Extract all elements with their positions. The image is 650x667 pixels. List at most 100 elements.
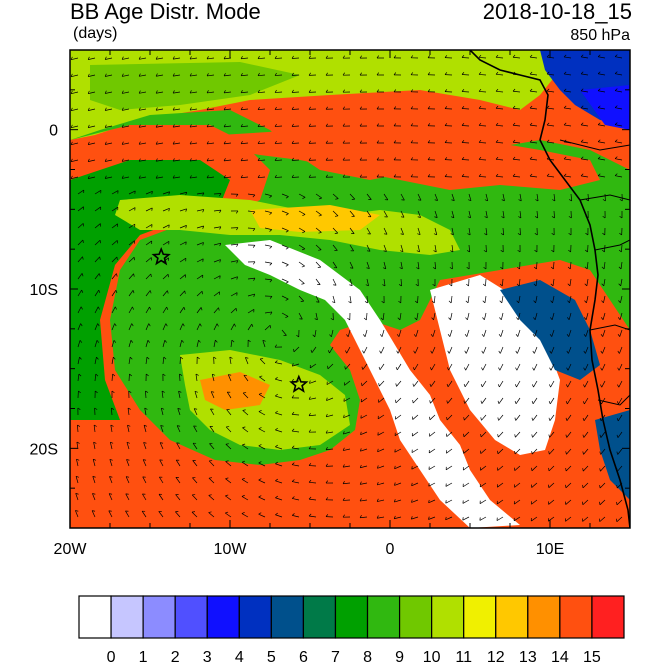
wind-barb-flag [565, 434, 568, 438]
wind-barb [618, 380, 623, 388]
wind-barb [315, 295, 320, 303]
wind-barb-flag [245, 357, 249, 359]
wind-barb-flag [534, 216, 538, 219]
wind-barb [156, 176, 164, 179]
wind-barb-flag [144, 407, 148, 410]
wind-barb [292, 515, 300, 518]
wind-barb-flag [291, 106, 294, 110]
wind-barb-flag [585, 216, 589, 219]
wind-barb-flag [518, 199, 522, 202]
wind-barb-flag [274, 106, 277, 110]
wind-barb-flag [181, 339, 184, 343]
wind-barb [281, 261, 289, 266]
wind-barb-flag [567, 266, 571, 270]
wind-barb-flag [196, 356, 200, 360]
wind-barb-flag [602, 199, 606, 202]
wind-barb [111, 240, 118, 246]
wind-barb [531, 448, 538, 455]
wind-barb [445, 516, 453, 521]
wind-barb-flag [172, 124, 175, 128]
wind-barb [179, 241, 187, 246]
wind-barb [94, 223, 101, 229]
wind-barb [468, 227, 471, 235]
wind-barb-flag [242, 426, 246, 429]
wind-barb [451, 210, 455, 218]
wind-barb-flag [584, 300, 587, 304]
wind-barb [581, 56, 589, 59]
wind-barb [400, 193, 405, 201]
wind-barb-flag [451, 199, 455, 201]
wind-barb-flag [446, 416, 448, 421]
wind-barb-flag [533, 300, 536, 304]
wind-barb [565, 482, 572, 489]
wind-barb [242, 427, 249, 433]
wind-barb-flag [206, 73, 209, 77]
wind-barb-flag [398, 284, 402, 287]
wind-barb-flag [517, 249, 521, 253]
wind-barb-flag [466, 267, 470, 270]
wind-barb-flag [599, 417, 602, 421]
wind-barb-flag [151, 207, 153, 211]
wind-barb-flag [395, 366, 398, 371]
wind-barb [230, 276, 238, 280]
wind-barb-flag [291, 395, 295, 399]
wind-barb [582, 482, 589, 489]
wind-barb-flag [359, 55, 363, 59]
wind-barb-flag [231, 339, 235, 343]
wind-barb-flag [342, 157, 345, 161]
wind-barb [535, 278, 538, 286]
wind-barb [582, 499, 589, 505]
wind-barb [530, 124, 538, 127]
wind-barb [109, 442, 113, 450]
wind-barb-flag [429, 367, 432, 371]
wind-barb-flag [308, 89, 311, 93]
wind-barb-flag [291, 445, 295, 449]
wind-barb-flag [582, 401, 585, 405]
wind-barb-flag [565, 451, 567, 455]
country-borders [559, 139, 630, 406]
wind-barb-flag [478, 54, 482, 58]
wind-barb-flag [325, 413, 328, 417]
wind-barb-flag [133, 273, 135, 277]
wind-barb [213, 275, 221, 280]
wind-barb [378, 397, 385, 403]
wind-barb-flag [87, 124, 90, 128]
wind-barb-flag [291, 89, 294, 93]
wind-barb-flag [614, 156, 618, 159]
wind-barb [92, 476, 96, 484]
wind-barb-flag [225, 477, 229, 480]
wind-barb [71, 74, 79, 78]
wind-barb [480, 431, 487, 438]
wind-barb [122, 142, 130, 145]
wind-barb-flag [382, 284, 386, 287]
wind-barb [145, 290, 151, 297]
wind-barb-flag [359, 174, 363, 178]
wind-barb-flag [308, 446, 312, 450]
wind-barb-flag [597, 54, 601, 58]
wind-barb-flag [495, 122, 499, 126]
wind-barb [224, 159, 232, 162]
wind-barb-flag [380, 317, 384, 321]
wind-barb [173, 142, 181, 145]
wind-barb-flag [225, 443, 229, 445]
wind-barb-flag [70, 90, 73, 94]
wind-barb [479, 499, 487, 504]
wind-barb-flag [189, 175, 192, 179]
wind-barb-flag [461, 123, 465, 126]
wind-barb [264, 244, 272, 247]
wind-barb-flag [601, 283, 605, 287]
wind-barb-flag [444, 89, 448, 92]
wind-barb-flag [514, 434, 516, 438]
wind-barb-flag [150, 273, 152, 277]
wind-barb-flag [529, 88, 533, 92]
wind-barb [464, 380, 470, 388]
wind-barb-flag [360, 448, 362, 452]
wind-barb-flag [448, 300, 452, 304]
wind-barb [349, 210, 355, 217]
wind-barb-flag [252, 211, 256, 215]
wind-barb-flag [325, 140, 328, 144]
wind-barb [398, 329, 402, 337]
wind-barb-flag [121, 90, 124, 94]
wind-barb [394, 448, 402, 453]
wind-barb-flag [568, 249, 571, 253]
